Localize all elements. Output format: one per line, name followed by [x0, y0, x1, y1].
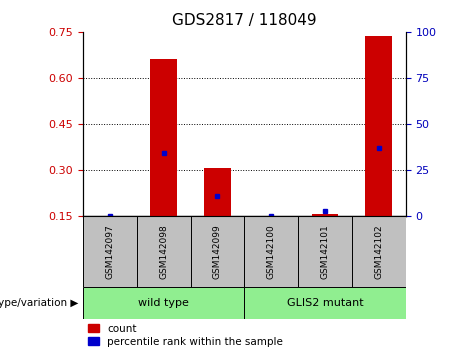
Legend: count, percentile rank within the sample: count, percentile rank within the sample	[88, 324, 283, 347]
Bar	[244, 287, 406, 319]
Bar	[244, 216, 298, 287]
Text: GSM142098: GSM142098	[159, 224, 168, 279]
Text: GSM142099: GSM142099	[213, 224, 222, 279]
Bar	[83, 287, 244, 319]
Text: GLIS2 mutant: GLIS2 mutant	[287, 298, 363, 308]
Bar	[298, 216, 352, 287]
Bar	[312, 215, 338, 216]
Bar	[190, 216, 244, 287]
Bar	[365, 36, 392, 216]
Bar	[83, 216, 137, 287]
Text: genotype/variation ▶: genotype/variation ▶	[0, 298, 78, 308]
Bar	[137, 216, 190, 287]
Text: GSM142097: GSM142097	[106, 224, 114, 279]
Text: wild type: wild type	[138, 298, 189, 308]
Bar	[352, 216, 406, 287]
Title: GDS2817 / 118049: GDS2817 / 118049	[172, 13, 317, 28]
Bar	[204, 169, 231, 216]
Text: GSM142100: GSM142100	[267, 224, 276, 279]
Bar	[150, 59, 177, 216]
Text: GSM142102: GSM142102	[374, 224, 383, 279]
Text: GSM142101: GSM142101	[320, 224, 330, 279]
